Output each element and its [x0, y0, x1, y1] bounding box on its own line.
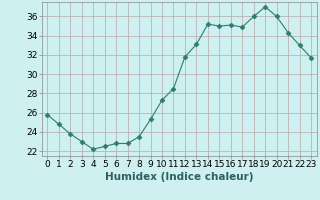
X-axis label: Humidex (Indice chaleur): Humidex (Indice chaleur) [105, 172, 253, 182]
